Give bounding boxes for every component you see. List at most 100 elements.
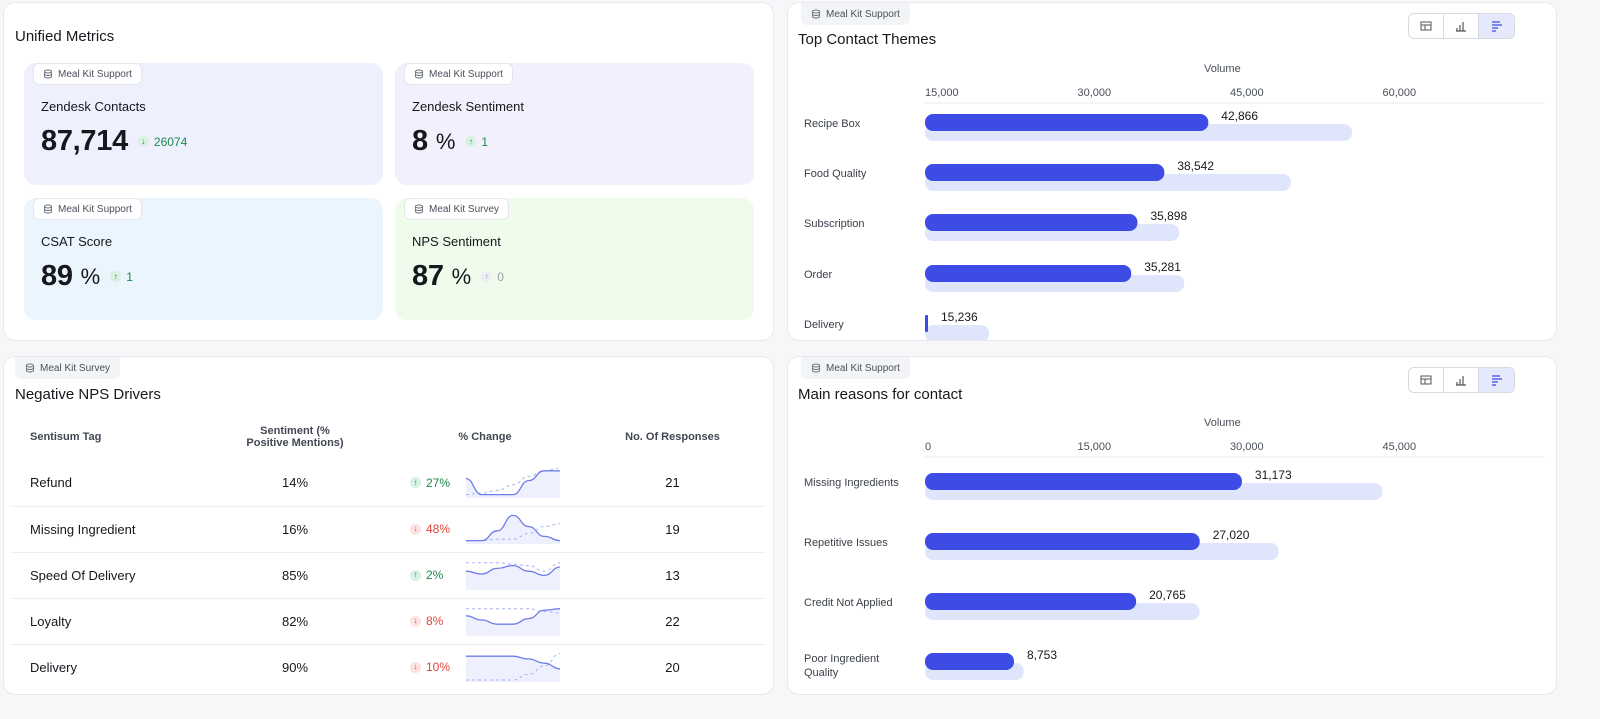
value-bar (925, 473, 1242, 490)
bar-chart-button[interactable] (1479, 14, 1514, 38)
metric-value-row: 87 % ↑ 0 (412, 260, 504, 293)
category-label: Food Quality (804, 168, 867, 180)
value-label: 20,765 (1149, 588, 1186, 602)
trend-sparkline (466, 608, 560, 636)
metric-card[interactable]: Meal Kit Support Zendesk Contacts 87,714… (24, 63, 383, 185)
database-icon (811, 9, 821, 19)
value-label: 27,020 (1213, 528, 1250, 542)
source-tag: Meal Kit Support (33, 198, 142, 220)
metric-delta-value: 0 (497, 269, 504, 284)
change-cell: ↑ 2% (390, 551, 580, 598)
metric-delta: ↑ 0 (481, 270, 504, 284)
bar-chart-icon (1491, 375, 1502, 386)
metric-value: 87 (412, 260, 444, 292)
metric-card[interactable]: Meal Kit Support CSAT Score 89 % ↑ 1 (24, 198, 383, 320)
metric-delta: ↓ 26074 (137, 135, 187, 149)
arrow-up-icon: ↑ (410, 477, 421, 489)
tick-label: 30,000 (1078, 87, 1112, 99)
change-cell: ↓ 8% (390, 597, 580, 644)
table-row[interactable]: Delivery 90% ↓ 10% 20 (10, 643, 765, 690)
value-label: 38,542 (1177, 159, 1214, 173)
database-icon (811, 363, 821, 373)
tick-label: 15,000 (1078, 441, 1112, 453)
arrow-up-icon: ↑ (465, 136, 477, 147)
sparkline-trend (466, 564, 560, 577)
category-label: Missing Ingredients (804, 477, 899, 489)
value-label: 42,866 (1221, 109, 1258, 123)
bar-chart-button[interactable] (1479, 368, 1514, 392)
view-toggle (1408, 367, 1515, 393)
arrow-down-icon: ↓ (137, 136, 149, 147)
table-view-button[interactable] (1409, 14, 1444, 38)
category-label: Subscription (804, 218, 865, 230)
change-delta: ↓ 8% (410, 614, 456, 628)
value-label: 35,898 (1150, 209, 1187, 223)
main-reasons-title: Main reasons for contact (798, 386, 963, 403)
bar-chart-icon (1491, 21, 1502, 32)
source-tag: Meal Kit Survey (15, 357, 121, 379)
database-icon (43, 204, 53, 214)
view-toggle (1408, 13, 1515, 39)
change-cell: ↓ 48% (390, 505, 580, 552)
main-reasons-chart: Volume 0 15,000 30,000 45,000 Missing Ingredi… (804, 417, 1545, 680)
value-bar (925, 653, 1014, 670)
metric-card[interactable]: Meal Kit Survey NPS Sentiment 87 % ↑ 0 (395, 198, 754, 320)
source-tag: Meal Kit Support (404, 63, 513, 85)
tag-cell: Missing Ingredient (10, 505, 200, 552)
sentiment-cell: 85% (200, 551, 390, 598)
source-tag: Meal Kit Survey (404, 198, 510, 220)
column-chart-button[interactable] (1444, 368, 1479, 392)
change-value: 48% (426, 522, 451, 536)
responses-cell: 19 (580, 505, 765, 552)
top-contact-themes-title: Top Contact Themes (798, 31, 937, 48)
column-chart-icon (1456, 376, 1466, 386)
nps-drivers-table: Sentisum Tag Sentiment (% Positive Menti… (10, 414, 765, 690)
table-row[interactable]: Refund 14% ↑ 27% 21 (10, 460, 765, 506)
value-bar (925, 214, 1138, 231)
column-chart-button[interactable] (1444, 14, 1479, 38)
metric-card[interactable]: Meal Kit Support Zendesk Sentiment 8 % ↑… (395, 63, 754, 185)
source-tag: Meal Kit Support (801, 3, 910, 25)
column-chart-icon (1456, 22, 1466, 32)
source-tag-label: Meal Kit Support (58, 68, 132, 80)
sparkline-trend (466, 655, 560, 670)
value-bar (925, 114, 1209, 131)
column-header-sentiment[interactable]: Sentiment (% Positive Mentions) (246, 425, 344, 449)
metric-delta: ↑ 1 (465, 135, 488, 149)
sparkline-area (466, 656, 560, 683)
category-label: Recipe Box (804, 118, 861, 130)
arrow-down-icon: ↓ (410, 523, 421, 535)
responses-cell: 21 (665, 475, 680, 491)
top-contact-themes-panel: Meal Kit Support Top Contact Themes Volu… (787, 2, 1557, 341)
negative-nps-drivers-title: Negative NPS Drivers (15, 386, 161, 403)
column-header-change[interactable]: % Change (458, 431, 512, 443)
unified-metrics-title: Unified Metrics (15, 28, 115, 45)
source-tag-label: Meal Kit Survey (429, 203, 500, 215)
value-label: 35,281 (1144, 260, 1181, 274)
background-bar (925, 325, 990, 340)
sparkline-trend (466, 469, 560, 495)
metric-value-row: 87,714 ↓ 26074 (41, 125, 187, 158)
tick-label: 60,000 (1383, 87, 1417, 99)
table-row[interactable]: Loyalty 82% ↓ 8% 22 (10, 597, 765, 644)
metric-label: Zendesk Contacts (41, 99, 146, 114)
trend-sparkline (466, 467, 560, 498)
responses-cell: 13 (580, 551, 765, 598)
change-delta: ↓ 10% (410, 660, 456, 674)
change-delta: ↑ 2% (410, 568, 456, 582)
tick-label: 45,000 (1230, 87, 1264, 99)
table-row[interactable]: Speed Of Delivery 85% ↑ 2% 13 (10, 551, 765, 598)
metric-delta-value: 1 (126, 269, 133, 284)
sparkline-area (466, 470, 560, 498)
source-tag-label: Meal Kit Survey (40, 362, 111, 374)
sentiment-cell: 16% (200, 505, 390, 552)
metric-value: 87,714 (41, 125, 128, 157)
table-view-button[interactable] (1409, 368, 1444, 392)
table-row[interactable]: Missing Ingredient 16% ↓ 48% 19 (10, 505, 765, 552)
responses-cell: 22 (580, 597, 765, 644)
column-header-responses[interactable]: No. Of Responses (625, 431, 720, 443)
column-header-tag[interactable]: Sentisum Tag (30, 431, 102, 443)
metric-value-row: 8 % ↑ 1 (412, 125, 488, 158)
table-icon (1420, 21, 1432, 31)
category-label: Order (804, 269, 832, 281)
